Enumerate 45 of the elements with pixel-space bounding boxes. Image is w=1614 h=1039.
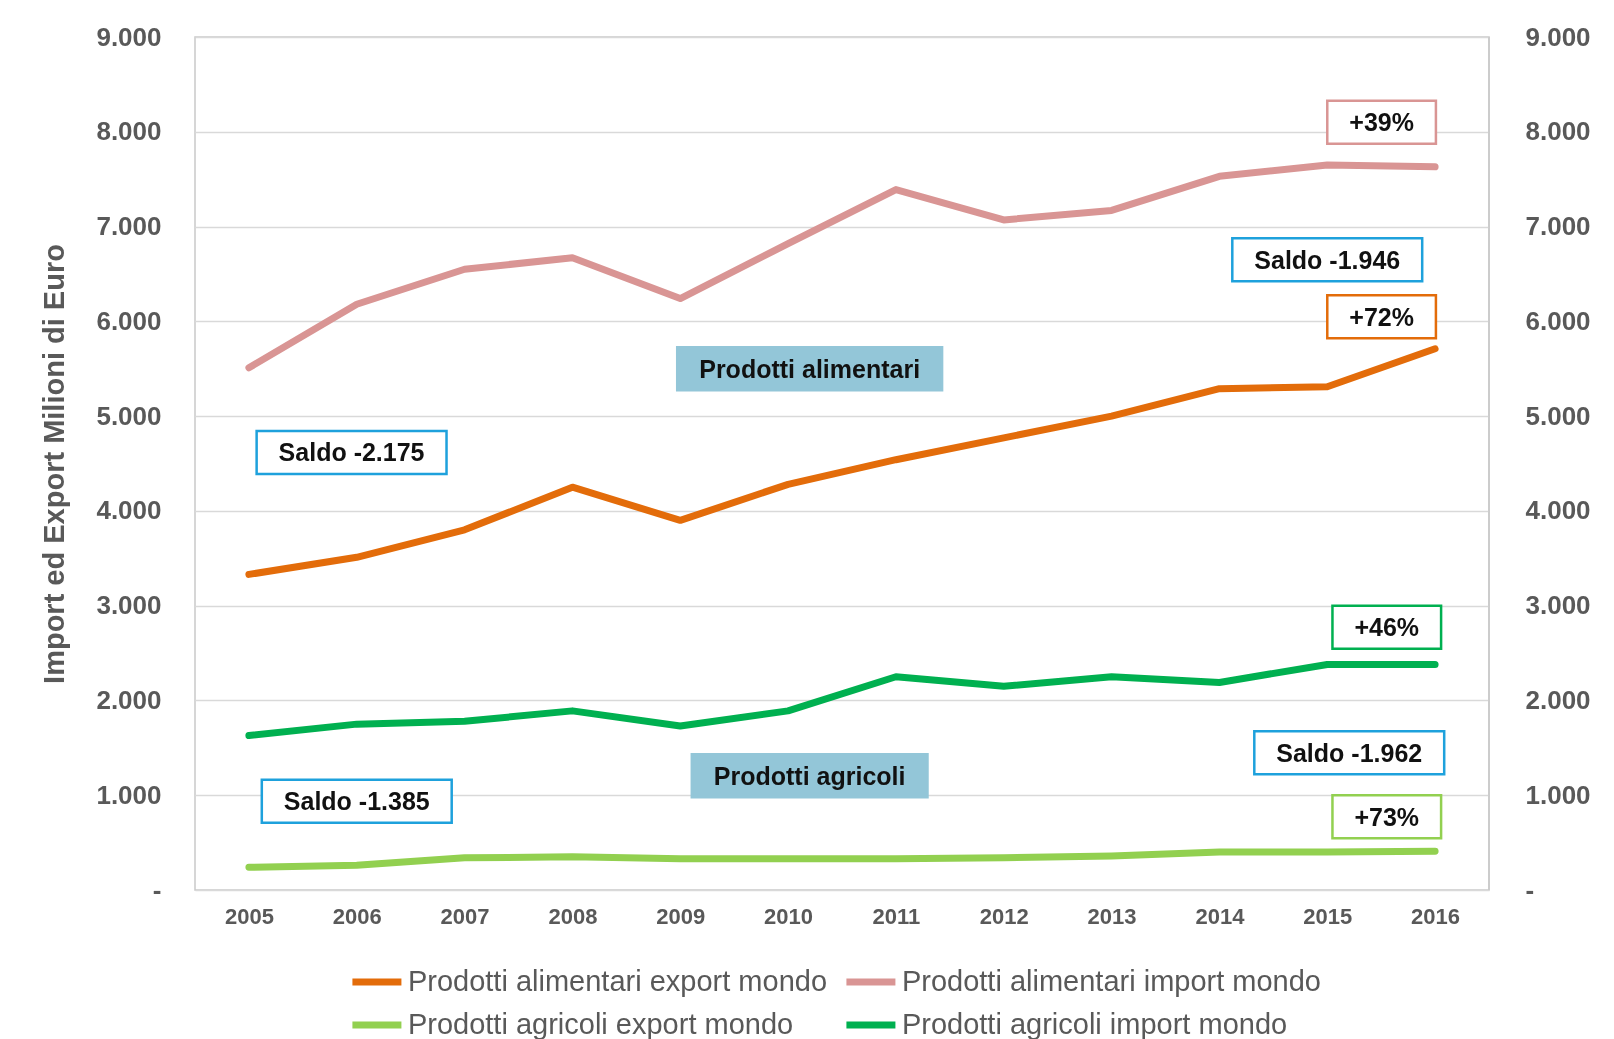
x-tick-label: 2006 (332, 903, 382, 929)
y-tick-label: 1.000 (96, 779, 162, 810)
y-tick-label: 5.000 (96, 400, 162, 431)
annotation: +39% (1349, 108, 1414, 137)
legend-label: Prodotti alimentari import mondo (901, 965, 1321, 997)
x-tick-label: 2005 (224, 903, 274, 929)
y2-tick-label: 4.000 (1525, 495, 1591, 526)
y-tick-label: - (152, 874, 162, 905)
y-tick-label: 2.000 (96, 684, 162, 715)
annotation: +72% (1349, 302, 1414, 331)
x-tick-label: 2013 (1087, 903, 1137, 929)
annotation: Prodotti agricoli (713, 761, 906, 790)
x-tick-label: 2007 (440, 903, 490, 929)
x-tick-label: 2016 (1411, 903, 1461, 929)
annotation: +73% (1354, 802, 1420, 831)
x-tick-label: 2014 (1195, 903, 1246, 929)
y-tick-label: 8.000 (96, 116, 162, 147)
annotation: Saldo -2.175 (278, 438, 425, 467)
annotation: +46% (1354, 613, 1420, 642)
y2-tick-label: - (1525, 874, 1535, 905)
annotation: Saldo -1.946 (1254, 245, 1401, 274)
x-tick-label: 2009 (656, 903, 706, 929)
legend-label: Prodotti alimentari export mondo (407, 965, 828, 997)
y2-tick-label: 6.000 (1525, 305, 1591, 336)
y2-tick-label: 7.000 (1525, 211, 1591, 242)
y-tick-label: 7.000 (96, 211, 162, 242)
annotation: Saldo -1.962 (1276, 738, 1423, 767)
y2-tick-label: 8.000 (1525, 116, 1591, 147)
y-tick-label: 6.000 (96, 305, 162, 336)
y2-tick-label: 9.000 (1525, 21, 1591, 52)
y-tick-label: 9.000 (96, 21, 162, 52)
y-tick-label: 4.000 (96, 495, 162, 526)
x-tick-label: 2010 (764, 903, 814, 929)
y2-tick-label: 5.000 (1525, 400, 1591, 431)
x-tick-label: 2008 (548, 903, 598, 929)
x-tick-label: 2012 (979, 903, 1029, 929)
y-tick-label: 3.000 (96, 590, 162, 621)
y2-tick-label: 3.000 (1525, 590, 1591, 621)
y2-tick-label: 2.000 (1525, 684, 1591, 715)
y2-tick-label: 1.000 (1525, 779, 1591, 810)
y-axis-title: Import ed Export Milioni di Euro (38, 244, 71, 684)
annotation: Prodotti alimentari (699, 354, 921, 383)
x-tick-label: 2011 (872, 903, 921, 929)
annotation: Saldo -1.385 (283, 787, 430, 816)
x-tick-label: 2015 (1303, 903, 1353, 929)
